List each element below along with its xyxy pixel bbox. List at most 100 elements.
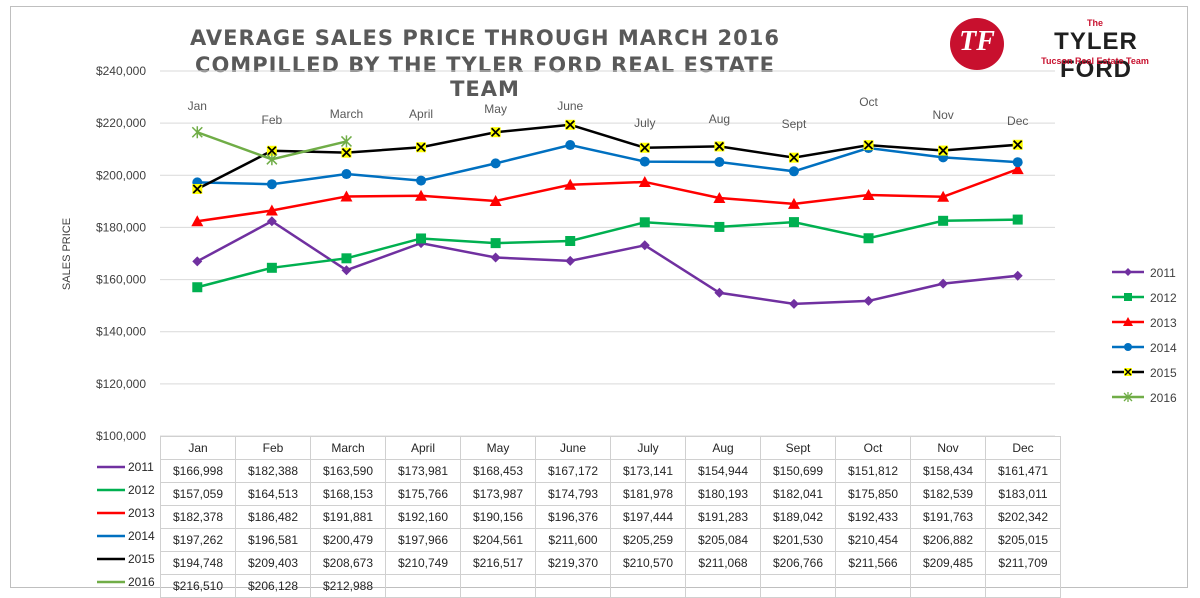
table-cell: $190,156	[460, 505, 536, 529]
table-cell: $183,011	[985, 482, 1061, 506]
data-point-2013	[713, 192, 726, 204]
table-row: $182,378 $186,482 $191,881 $192,160 $190,156…	[160, 505, 1061, 529]
table-cell: $206,882	[910, 528, 986, 552]
table-cell: $204,561	[460, 528, 536, 552]
table-cell: $150,699	[760, 459, 836, 483]
data-point-2011	[639, 240, 650, 251]
table-row: $166,998 $182,388 $163,590 $173,981 $168,453…	[160, 459, 1061, 483]
table-cell: $191,763	[910, 505, 986, 529]
table-cell: $211,709	[985, 551, 1061, 575]
y-tick-label: $180,000	[96, 220, 146, 234]
table-cell: $209,403	[235, 551, 311, 575]
row-key-icon	[97, 511, 125, 515]
data-point-2014	[341, 169, 352, 180]
table-row: $157,059 $164,513 $168,153 $175,766 $173,987…	[160, 482, 1061, 506]
table-cell: $180,193	[685, 482, 761, 506]
data-point-2014	[788, 166, 799, 177]
row-key-label: 2016	[128, 575, 155, 589]
table-cell: $158,434	[910, 459, 986, 483]
table-cell: $175,850	[835, 482, 911, 506]
table-cell: $191,881	[310, 505, 386, 529]
table-cell: $192,160	[385, 505, 461, 529]
table-cell	[535, 574, 611, 598]
row-key-label: 2013	[128, 506, 155, 520]
data-point-2015-cross	[341, 148, 352, 158]
table-cell: $161,471	[985, 459, 1061, 483]
logo-name-text: TYLER FORD	[1054, 28, 1138, 83]
data-point-2012	[1012, 214, 1023, 225]
table-cell	[910, 574, 986, 598]
legend-swatch-icon	[1112, 368, 1144, 376]
data-point-2013	[191, 215, 204, 227]
y-tick-label: $240,000	[96, 64, 146, 78]
table-cell: $173,141	[610, 459, 686, 483]
data-point-2013	[787, 197, 800, 209]
data-point-2011	[863, 295, 874, 306]
table-row: $216,510 $206,128 $212,988	[160, 574, 1061, 598]
table-cell: $209,485	[910, 551, 986, 575]
y-tick-label: $100,000	[96, 429, 146, 443]
table-cell: $211,600	[535, 528, 611, 552]
data-point-2015-cross	[490, 127, 501, 137]
data-point-2012	[565, 236, 576, 247]
data-point-2013	[489, 194, 502, 206]
table-cell: $197,444	[610, 505, 686, 529]
month-annotation: Dec	[1007, 114, 1028, 128]
table-header-cell: March	[310, 436, 386, 460]
data-point-2014	[490, 158, 501, 169]
series-line-2011	[196, 219, 1018, 306]
data-point-2011	[938, 278, 949, 289]
month-annotation: June	[557, 99, 583, 113]
table-cell	[985, 574, 1061, 598]
data-point-2012	[863, 233, 874, 244]
table-cell: $173,987	[460, 482, 536, 506]
row-key-icon	[97, 465, 125, 469]
table-cell: $205,015	[985, 528, 1061, 552]
data-point-2012	[788, 217, 799, 228]
month-annotation: Jan	[188, 99, 207, 113]
table-header-cell: Dec	[985, 436, 1061, 460]
table-cell: $182,378	[160, 505, 236, 529]
chart-title-line-2: COMPILLED BY THE TYLER FORD REAL ESTATE …	[195, 53, 775, 101]
table-cell: $197,262	[160, 528, 236, 552]
table-cell: $197,966	[385, 528, 461, 552]
data-table: Jan Feb March April May June July Aug Sept Oct Nov…	[160, 436, 1061, 598]
data-point-2013	[564, 178, 577, 190]
data-point-2015-cross	[938, 145, 948, 156]
month-annotation: May	[484, 102, 507, 116]
table-cell: $208,673	[310, 551, 386, 575]
y-tick-label: $140,000	[96, 325, 146, 339]
data-point-2012	[266, 262, 277, 273]
table-cell: $210,749	[385, 551, 461, 575]
data-point-2011	[1012, 270, 1023, 281]
data-point-2015-cross	[267, 146, 277, 156]
row-key-icon	[97, 534, 125, 538]
table-cell: $163,590	[310, 459, 386, 483]
data-point-2015-cross	[565, 120, 575, 130]
table-header-cell: Aug	[685, 436, 761, 460]
table-cell: $206,128	[235, 574, 311, 598]
month-annotation: March	[330, 107, 363, 121]
table-cell: $216,517	[460, 551, 536, 575]
table-cell: $151,812	[835, 459, 911, 483]
table-row: $197,262 $196,581 $200,479 $197,966 $204,561…	[160, 528, 1061, 552]
table-cell: $154,944	[685, 459, 761, 483]
data-point-2015-cross	[640, 143, 650, 153]
table-cell: $168,153	[310, 482, 386, 506]
table-cell: $202,342	[985, 505, 1061, 529]
table-cell	[385, 574, 461, 598]
row-key-icon	[97, 488, 125, 492]
data-point-2015-cross	[789, 153, 799, 163]
data-point-2011	[341, 265, 352, 276]
y-axis-label: SALES PRICE	[61, 218, 73, 290]
table-cell: $189,042	[760, 505, 836, 529]
data-point-2012	[341, 253, 352, 264]
data-point-2013	[862, 189, 875, 201]
data-point-2015-cross	[714, 141, 725, 152]
table-cell	[835, 574, 911, 598]
table-cell	[610, 574, 686, 598]
logo-mark-icon: TF	[950, 18, 1004, 70]
legend-label: 2016	[1150, 391, 1177, 405]
table-cell: $205,084	[685, 528, 761, 552]
data-point-2012	[192, 282, 203, 293]
